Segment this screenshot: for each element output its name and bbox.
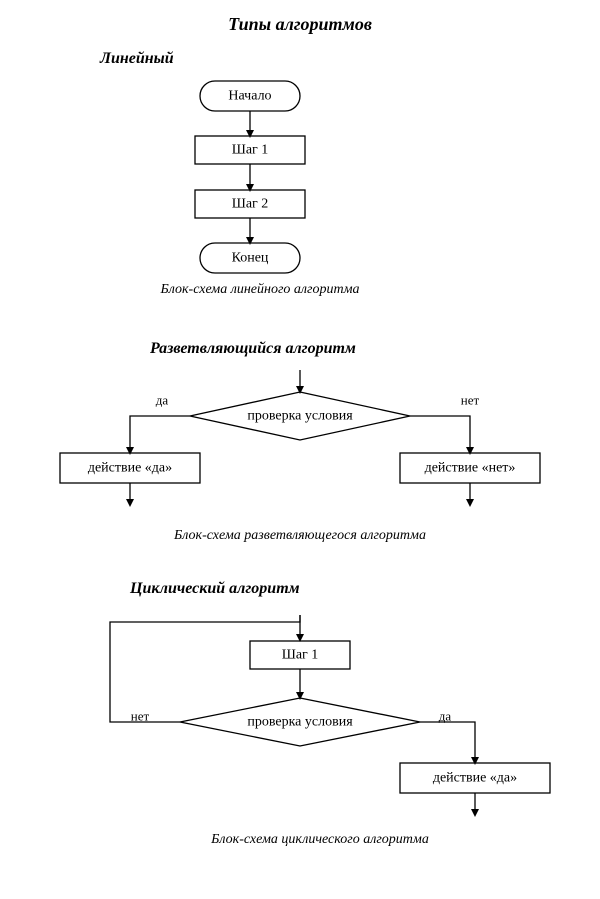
branch-label-no: нет bbox=[461, 393, 480, 408]
branch-edge-yes bbox=[130, 416, 190, 453]
node-label: действие «да» bbox=[88, 461, 172, 476]
node-label: Шаг 1 bbox=[232, 143, 269, 158]
node-label: действие «нет» bbox=[425, 461, 516, 476]
cycle-label-yes: да bbox=[439, 709, 452, 724]
branch-edge-no bbox=[410, 416, 470, 453]
node-label: Начало bbox=[228, 89, 271, 104]
node-label: проверка условия bbox=[247, 409, 353, 424]
node-label: Конец bbox=[232, 251, 269, 266]
node-label: проверка условия bbox=[247, 715, 353, 730]
branch-label-yes: да bbox=[156, 393, 169, 408]
cycle-edge-yes bbox=[420, 722, 475, 763]
flowchart-canvas: Начало Шаг 1 Шаг 2 Конец проверка условия да н… bbox=[0, 0, 600, 899]
page-root: Типы алгоритмов Линейный Блок-схема лине… bbox=[0, 0, 600, 899]
cycle-label-no: нет bbox=[131, 709, 150, 724]
node-label: действие «да» bbox=[433, 771, 517, 786]
node-label: Шаг 2 bbox=[232, 197, 269, 212]
node-label: Шаг 1 bbox=[282, 648, 319, 663]
